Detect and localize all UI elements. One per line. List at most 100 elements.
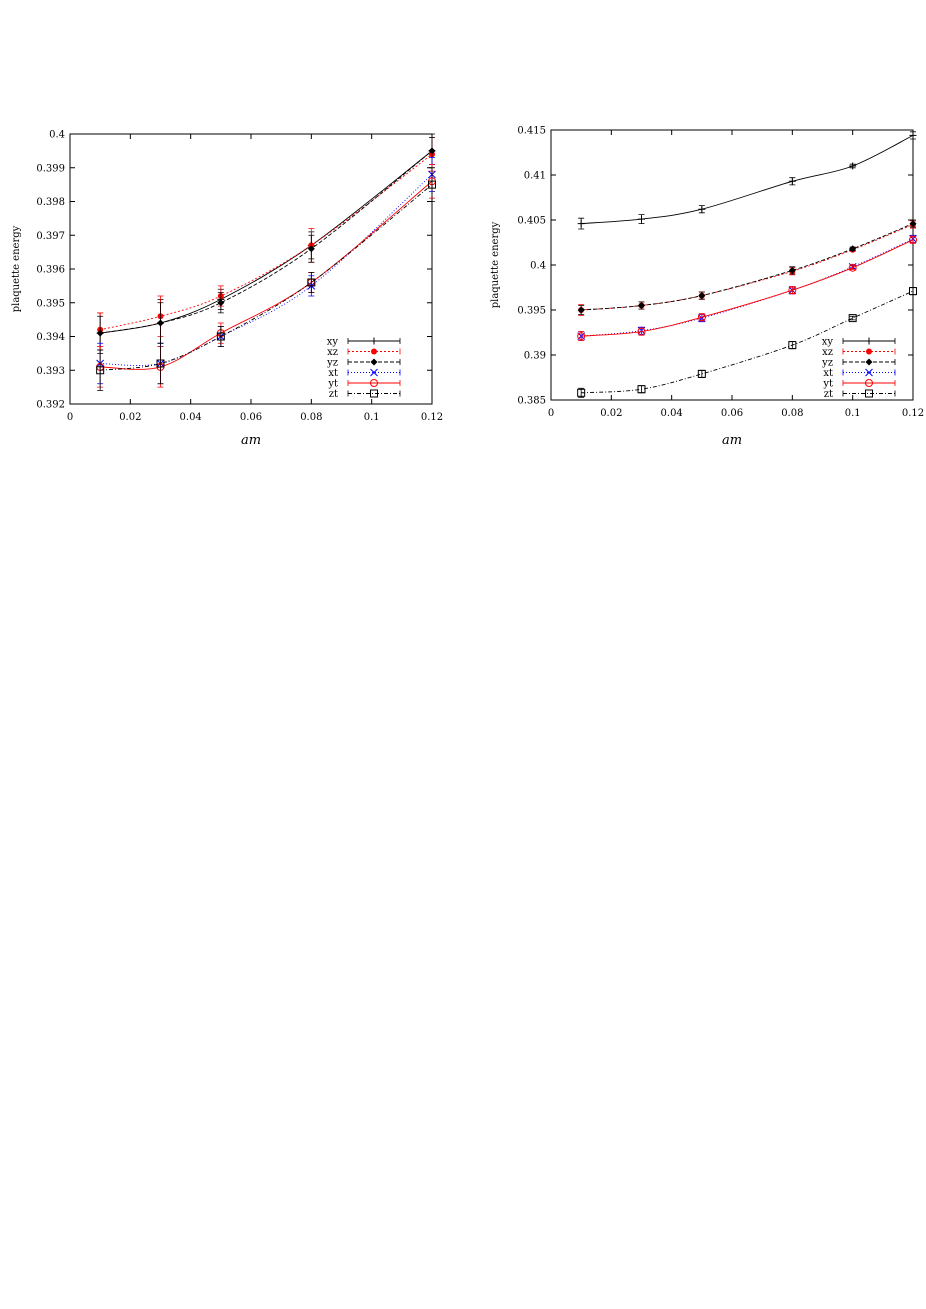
data-point (698, 292, 706, 300)
series-xz (578, 220, 916, 316)
data-point (307, 245, 315, 253)
series-line (581, 134, 914, 225)
error-bar (97, 349, 104, 391)
y-tick-label: 0.385 (517, 396, 546, 407)
series-line (581, 239, 914, 337)
legend-label: zt (329, 389, 338, 400)
y-axis-label: plaquette energy (490, 221, 501, 308)
data-point (216, 332, 225, 341)
data-point (849, 162, 857, 170)
series-line (100, 150, 433, 334)
series-xy (96, 133, 436, 354)
legend-errorbar (347, 348, 401, 355)
data-point (697, 369, 706, 378)
legend-errorbar (842, 380, 896, 386)
x-tick-label: 0.12 (421, 412, 443, 423)
x-tick-label: 0.08 (300, 412, 322, 423)
x-tick-label: 0.1 (364, 412, 380, 423)
error-bar (910, 287, 916, 296)
data-point (157, 319, 164, 327)
x-tick-label: 0.04 (180, 412, 202, 423)
error-bar (429, 167, 435, 202)
x-axis-label: am (241, 433, 261, 448)
legend-label: xz (822, 347, 833, 358)
data-point (637, 385, 646, 394)
legend-errorbar (347, 338, 401, 344)
error-bar (698, 369, 705, 378)
y-tick-label: 0.395 (517, 306, 546, 317)
y-tick-label: 0.395 (36, 298, 65, 309)
data-point (577, 388, 586, 397)
legend-label: yz (326, 358, 338, 369)
data-point (849, 245, 857, 253)
series-line (581, 224, 914, 311)
series-line (100, 174, 433, 366)
data-point (428, 147, 436, 155)
legend-marker (370, 389, 378, 398)
y-tick-label: 0.41 (524, 171, 546, 182)
legend-errorbar (347, 359, 401, 365)
error-bar (157, 342, 164, 385)
legend-marker (370, 337, 378, 345)
legend-marker (865, 368, 873, 377)
data-point (96, 329, 104, 337)
legend-marker (866, 348, 872, 355)
y-tick-label: 0.4 (49, 130, 65, 141)
data-point (637, 327, 646, 336)
left-chart: 0 0.02 0.04 0.06 0.08 0.1 0.12 0.392 0.393 0.394 0… (11, 130, 443, 449)
legend-marker (370, 379, 378, 387)
y-tick-label: 0.4 (530, 261, 546, 272)
error-bar (789, 341, 796, 350)
legend-label: xy (822, 337, 834, 348)
data-point (577, 306, 585, 314)
legend-marker (865, 358, 873, 366)
series-yz (96, 136, 436, 351)
y-tick-label: 0.394 (36, 332, 65, 343)
legend-label: xy (327, 337, 339, 348)
legend-errorbar (347, 369, 401, 376)
y-tick-label: 0.392 (36, 400, 65, 411)
data-point (788, 177, 796, 185)
y-tick-label: 0.39 (524, 351, 546, 362)
data-point (788, 286, 797, 295)
error-bar (638, 385, 645, 394)
series-xt (577, 234, 917, 341)
legend-label: yt (822, 379, 833, 390)
legend-label: xz (327, 347, 338, 358)
data-point (156, 359, 165, 368)
error-bar (849, 315, 856, 321)
plot-frame (69, 133, 433, 405)
legend-errorbar (842, 390, 896, 397)
series-xy (577, 131, 917, 230)
legend-marker (865, 389, 873, 398)
error-bar (849, 265, 856, 270)
data-point (788, 266, 796, 274)
series-zt (96, 167, 436, 391)
x-tick-label: 0.06 (721, 408, 743, 419)
series-line (100, 180, 433, 370)
y-tick-label: 0.405 (517, 216, 546, 227)
data-point (96, 366, 105, 375)
series-yt (577, 235, 917, 341)
x-tick-label: 0.04 (661, 408, 683, 419)
x-axis-label: am (722, 433, 742, 448)
legend-errorbar (842, 359, 896, 365)
y-tick-label: 0.415 (517, 126, 546, 137)
legend-label: xt (328, 368, 338, 379)
y-axis-label: plaquette energy (11, 225, 22, 312)
x-tick-label: 0.1 (845, 408, 861, 419)
legend-marker (370, 368, 378, 377)
data-point (909, 287, 917, 296)
x-tick-label: 0.06 (240, 412, 262, 423)
series-line (581, 238, 914, 337)
error-bar (308, 271, 315, 294)
series-xt (96, 157, 436, 385)
data-point (577, 220, 585, 228)
x-tick-label: 0 (548, 408, 554, 419)
right-chart: 0 0.02 0.04 0.06 0.08 0.1 0.12 0.385 0.39 0.395 0.… (490, 126, 924, 449)
legend-label: zt (824, 389, 833, 400)
y-tick-label: 0.398 (36, 197, 65, 208)
